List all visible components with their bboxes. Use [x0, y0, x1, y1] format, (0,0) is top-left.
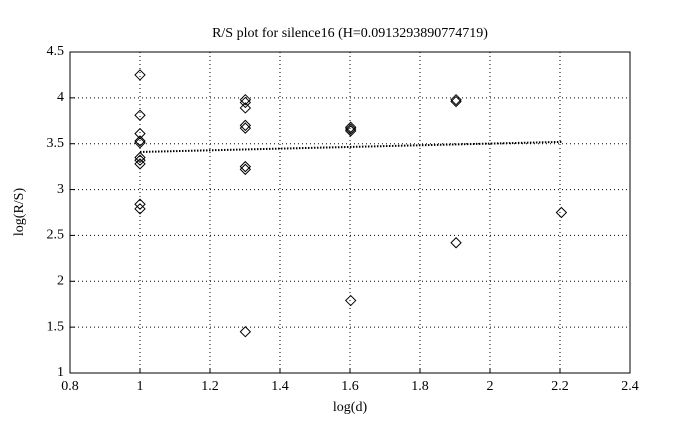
data-point — [344, 125, 357, 137]
data-point — [134, 109, 146, 121]
data-point — [134, 135, 146, 147]
fit-line — [139, 140, 562, 153]
data-point — [450, 95, 462, 108]
x-tick-label: 1.2 — [201, 379, 219, 394]
data-point — [134, 137, 146, 149]
x-tick-label: 1 — [137, 379, 144, 394]
y-tick-label: 3.5 — [47, 136, 65, 151]
data-point — [134, 69, 146, 81]
data-point — [344, 294, 357, 307]
y-axis-label: log(R/S) — [12, 188, 27, 237]
y-tick-label: 4.5 — [47, 44, 65, 59]
data-point — [344, 121, 357, 133]
data-point — [134, 203, 146, 215]
data-point — [239, 163, 252, 176]
data-point — [134, 198, 146, 210]
y-tick-label: 1.5 — [47, 319, 65, 334]
data-point — [450, 93, 462, 106]
y-tick-label: 4 — [57, 90, 64, 105]
x-tick-label: 1.6 — [341, 379, 359, 394]
x-tick-label: 2 — [487, 379, 494, 394]
data-point — [134, 127, 146, 140]
plot-frame — [69, 51, 631, 374]
x-tick-label: 1.8 — [411, 379, 429, 394]
chart-title: R/S plot for silence16 (H=0.091329389077… — [212, 26, 488, 41]
data-point — [134, 151, 146, 164]
data-point — [239, 102, 252, 114]
data-point — [450, 237, 462, 249]
data-point — [134, 154, 146, 166]
y-tick-label: 2.5 — [47, 228, 65, 243]
data-point — [239, 96, 252, 109]
y-tick-label: 1 — [57, 365, 64, 380]
x-tick-label: 1.4 — [271, 379, 289, 394]
x-axis-label: log(d) — [333, 400, 368, 415]
x-tick-label: 2.2 — [551, 379, 569, 394]
data-point — [555, 206, 568, 219]
x-tick-label: 0.8 — [61, 379, 79, 394]
x-tick-label: 2.4 — [621, 379, 639, 394]
data-point — [239, 119, 252, 132]
data-point — [344, 123, 357, 135]
data-point — [239, 122, 252, 134]
data-point — [239, 160, 252, 173]
y-tick-label: 2 — [57, 274, 64, 289]
y-tick-label: 3 — [57, 182, 64, 197]
data-point — [239, 93, 252, 106]
data-point — [134, 158, 146, 170]
data-point — [239, 326, 252, 338]
